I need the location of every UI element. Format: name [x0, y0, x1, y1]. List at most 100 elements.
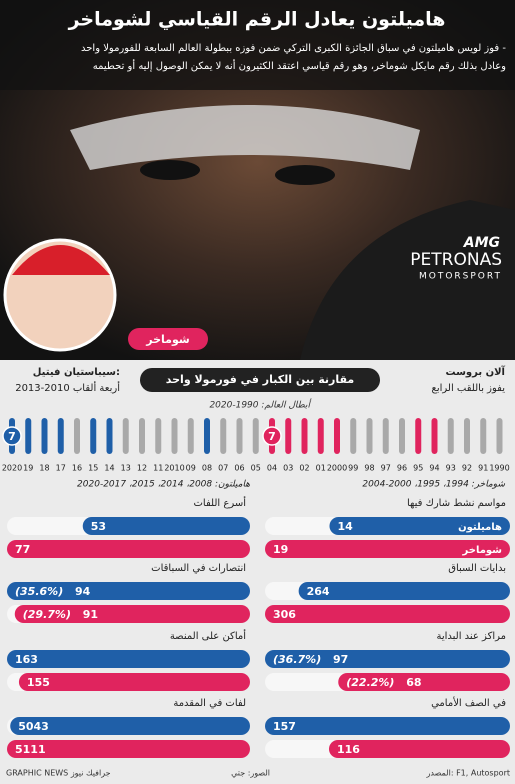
title-bar — [204, 418, 210, 454]
year-label: 17 — [56, 464, 66, 473]
heading-pill — [140, 368, 380, 392]
eye — [275, 165, 335, 185]
share-label: (22.2%) — [346, 676, 394, 689]
bar — [14, 605, 250, 623]
title-bar — [139, 418, 145, 454]
title-bar — [90, 418, 97, 454]
value-label: 306 — [273, 608, 296, 621]
share-label: (35.6%) — [15, 585, 63, 598]
title-bar — [431, 418, 438, 454]
title-bar — [236, 418, 243, 454]
year-label: 08 — [202, 464, 212, 473]
bar — [329, 517, 510, 535]
year-label: 18 — [39, 464, 49, 473]
title-bar — [25, 418, 32, 454]
prost-note: يفوز باللقب الرابع — [432, 383, 506, 394]
year-label: 11 — [153, 464, 163, 473]
value-label: 157 — [273, 720, 296, 733]
caption: شوماخر — [145, 333, 189, 346]
value-label: 77 — [15, 543, 30, 556]
axis-title: أبطال العالم: 1990-2020 — [209, 399, 312, 411]
title-bar — [171, 418, 178, 454]
year-label: 13 — [121, 464, 131, 473]
bar — [265, 605, 510, 623]
year-label: 07 — [218, 464, 228, 473]
title-bar — [480, 418, 487, 454]
title-bar — [350, 418, 357, 454]
value-label: 68 — [406, 676, 421, 689]
value-label: 97 — [333, 653, 348, 666]
photo-credit: الصور: جتي — [231, 769, 270, 778]
stat-title: مراكز عند البداية — [436, 631, 506, 642]
value-label: 163 — [15, 653, 38, 666]
legend-label: هاميلتون — [458, 522, 502, 533]
share-label: (36.7%) — [273, 653, 321, 666]
title-bar — [496, 418, 503, 454]
year-label: 01 — [316, 464, 326, 473]
year-label: 92 — [462, 464, 472, 473]
year-label: 14 — [104, 464, 114, 473]
helmet — [300, 200, 515, 360]
title: هاميلتون يعادل الرقم القياسي لشوماخر — [68, 9, 446, 31]
stat-title: في الصف الأمامي — [431, 696, 506, 709]
stat-title: لفات في المقدمة — [173, 698, 246, 709]
bar — [265, 717, 510, 735]
hamilton-years: هاميلتون: 2008، 2014، 2015، 2017-2020 — [77, 480, 250, 490]
year-label: 2010 — [164, 464, 184, 473]
vettel-name: سيباستيان فيتيل: — [33, 367, 120, 378]
helmet-cap — [70, 105, 420, 170]
stat-title: انتصارات في السباقات — [151, 563, 246, 574]
count-badge — [2, 426, 22, 446]
value-label: 14 — [337, 520, 353, 533]
value-label: 94 — [75, 585, 91, 598]
value-label: 91 — [83, 608, 98, 621]
stat-title: مواسم نشط شارك فيها — [407, 498, 506, 509]
bar — [82, 517, 250, 535]
vettel-note: أربعة ألقاب 2010-2013 — [15, 381, 120, 394]
count-label: 7 — [8, 430, 16, 443]
bar — [265, 650, 510, 668]
year-label: 05 — [251, 464, 261, 473]
title-bar — [382, 418, 389, 454]
year-label: 16 — [72, 464, 82, 473]
year-label: 19 — [23, 464, 33, 473]
caption-pill — [128, 328, 208, 350]
value-label: 116 — [337, 743, 360, 756]
bar — [328, 740, 510, 758]
bar — [18, 673, 251, 691]
stat-title: أماكن على المنصة — [170, 629, 246, 642]
prost-name: آلان بروست — [445, 365, 505, 378]
value-label: 19 — [273, 543, 288, 556]
title-bar — [106, 418, 113, 454]
bar — [7, 582, 250, 600]
year-label: 06 — [234, 464, 244, 473]
bar — [10, 717, 250, 735]
year-label: 12 — [137, 464, 147, 473]
timeline-heading: مقارنة بين الكبار في فورمولا واحد — [166, 373, 354, 386]
intro: فوز لويس هاميلتون في سباق الجائزة الكبرى… — [81, 43, 506, 54]
title-bar — [57, 418, 64, 454]
header-band — [0, 0, 515, 90]
title-bar — [334, 418, 340, 454]
title-bar — [464, 418, 470, 454]
title-bar — [415, 418, 422, 454]
logo-top: AMG — [463, 235, 500, 251]
logo-main: PETRONAS — [410, 250, 502, 270]
title-bar — [301, 418, 308, 454]
title-bar — [447, 418, 454, 454]
year-label: 2020 — [2, 464, 22, 473]
bar — [298, 582, 510, 600]
count-badge — [262, 426, 282, 446]
year-label: 91 — [478, 464, 488, 473]
bar — [7, 540, 250, 558]
logo-sub: MOTORSPORT — [419, 272, 502, 282]
title-bar — [220, 418, 227, 454]
title-bar — [41, 418, 48, 454]
bar — [265, 540, 510, 558]
year-label: 97 — [381, 464, 391, 473]
year-label: 1990 — [489, 464, 509, 473]
title-bar — [122, 418, 129, 454]
year-label: 2000 — [327, 464, 347, 473]
count-label: 7 — [268, 430, 276, 443]
